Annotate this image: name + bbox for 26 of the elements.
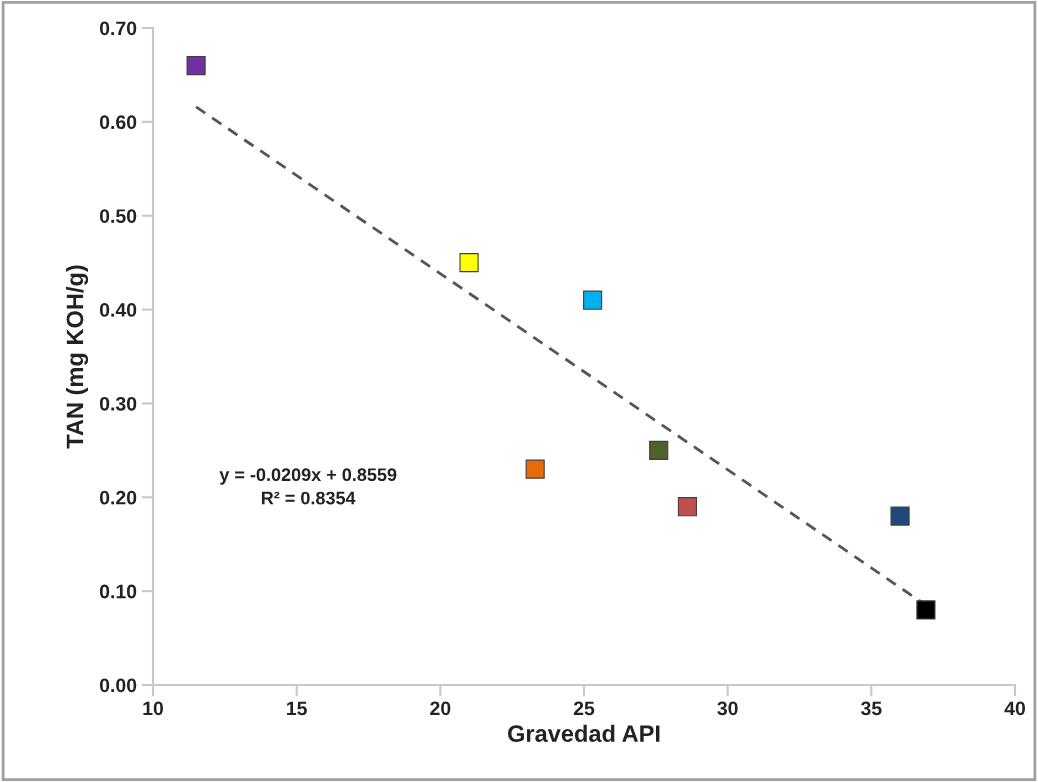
- y-tick-label: 0.00: [99, 678, 137, 693]
- x-tick-label: 35: [860, 701, 882, 716]
- point: [677, 497, 698, 517]
- point: [525, 459, 545, 479]
- y-tick-label: 0.30: [99, 396, 137, 411]
- point: [649, 440, 669, 460]
- point: [459, 253, 479, 273]
- y-tick-label: 0.50: [99, 209, 137, 223]
- x-tick-label: 30: [717, 701, 738, 716]
- y-tick-label: 0.40: [99, 303, 137, 317]
- x-tick-label: 20: [430, 701, 451, 716]
- y-tick-label: 0.60: [99, 115, 137, 130]
- point: [916, 600, 936, 620]
- point: [890, 506, 910, 526]
- x-tick-label: 40: [1004, 701, 1026, 716]
- x-axis-title: Gravedad API: [507, 724, 660, 742]
- x-tick-label: 25: [573, 701, 595, 716]
- x-tick-label: 15: [287, 701, 307, 716]
- y-tick-label: 0.20: [99, 490, 137, 505]
- point: [583, 290, 603, 310]
- y-axis-title: TAN (mg KOH/g): [65, 265, 89, 449]
- y-tick-label: 0.10: [99, 584, 137, 599]
- annotation: y = -0.0209x + 0.8559 R² = 0.8354: [219, 468, 397, 505]
- y-tick-label: 0.70: [99, 21, 137, 36]
- point: [186, 55, 206, 76]
- x-tick-label: 10: [143, 701, 164, 716]
